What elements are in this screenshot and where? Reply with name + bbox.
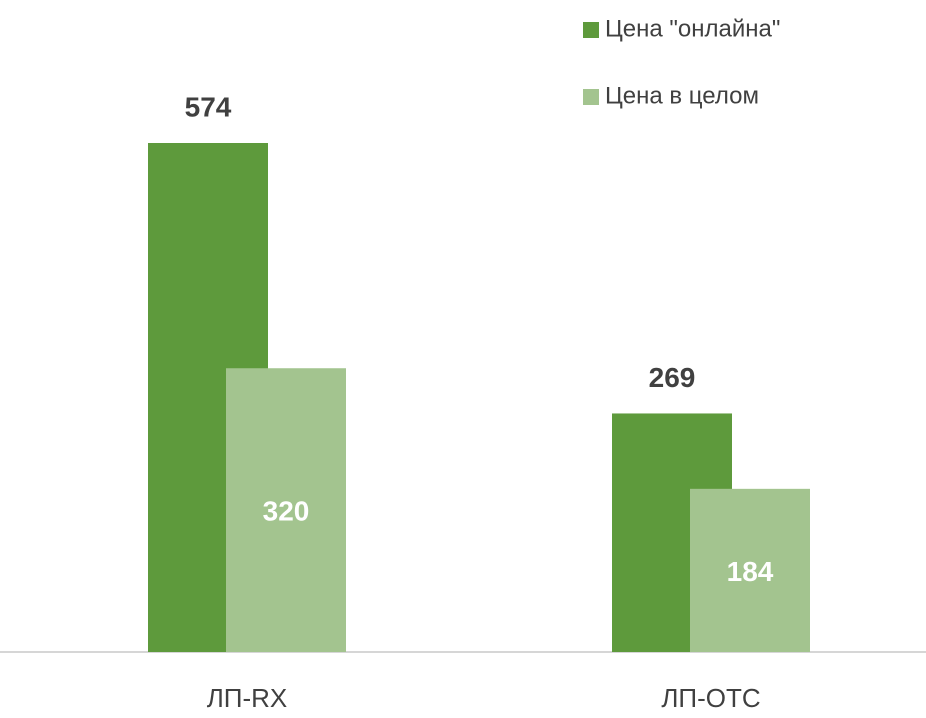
data-label: 320 [263, 496, 310, 527]
bar [690, 488, 810, 652]
data-label: 269 [649, 362, 696, 393]
legend-swatch [583, 22, 599, 38]
legend-swatch [583, 89, 599, 105]
x-tick-label: ЛП-RX [207, 683, 288, 713]
data-label: 574 [185, 91, 232, 122]
bar [226, 368, 346, 652]
data-label: 184 [727, 556, 774, 587]
x-tick-label: ЛП-OTC [661, 683, 760, 713]
legend-label: Цена "онлайна" [605, 15, 780, 42]
legend-label: Цена в целом [605, 82, 759, 109]
